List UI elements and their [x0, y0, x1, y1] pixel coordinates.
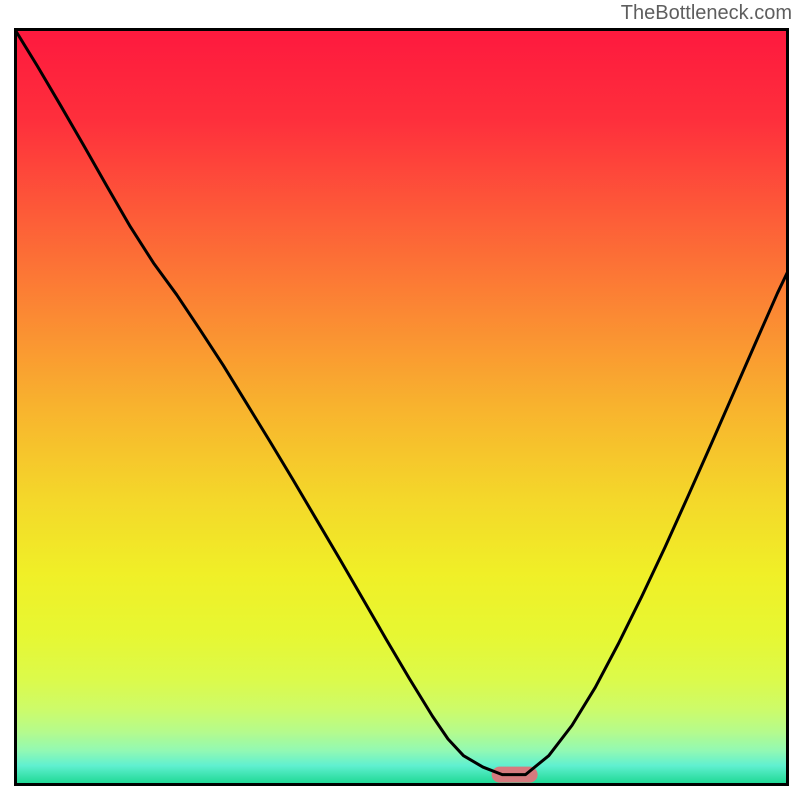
chart-svg: [14, 28, 789, 786]
chart-background: [16, 30, 788, 785]
attribution-text: TheBottleneck.com: [621, 2, 792, 25]
bottleneck-chart: [14, 28, 789, 786]
